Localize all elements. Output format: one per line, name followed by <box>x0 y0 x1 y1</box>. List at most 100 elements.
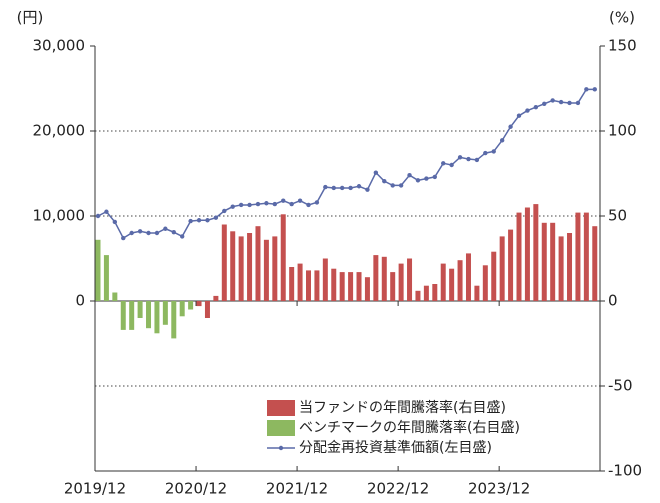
bar <box>306 270 311 301</box>
bar <box>390 272 396 301</box>
bar <box>230 231 236 301</box>
bar <box>541 222 547 301</box>
point <box>575 100 581 106</box>
point <box>264 201 269 206</box>
bar <box>238 236 244 301</box>
point <box>373 170 379 175</box>
bar <box>112 292 118 301</box>
bar <box>558 236 564 301</box>
bar <box>154 301 160 334</box>
point <box>95 213 101 219</box>
point <box>171 229 176 235</box>
point <box>129 230 134 236</box>
bar <box>171 301 177 339</box>
bar <box>407 258 413 301</box>
legend-label: 分配金再投資基準価額(左目盛) <box>299 439 492 456</box>
bar <box>567 233 573 301</box>
bar <box>289 267 295 301</box>
bar <box>482 265 488 301</box>
point <box>499 138 505 143</box>
legend-box <box>262 395 584 463</box>
legend-label: 当ファンドの年間騰落率(右目盛) <box>299 399 506 416</box>
point <box>339 185 345 191</box>
point <box>188 218 193 224</box>
point <box>457 155 463 160</box>
bar <box>348 272 354 301</box>
point <box>466 156 471 162</box>
bar <box>592 226 598 301</box>
bar <box>146 301 152 329</box>
point <box>382 178 387 184</box>
point <box>567 100 572 106</box>
bar <box>129 301 135 330</box>
x-tick-label: 2022/12 <box>367 480 429 498</box>
bar <box>432 284 438 301</box>
y-tick-label: 20,000 <box>33 122 86 140</box>
point <box>407 173 412 178</box>
bar <box>120 301 126 330</box>
point <box>441 161 446 166</box>
y-unit: (円) <box>17 9 44 27</box>
bar <box>356 272 362 301</box>
point <box>121 235 126 241</box>
point <box>289 201 294 207</box>
bar <box>516 212 522 301</box>
point <box>415 178 421 183</box>
bar <box>575 212 581 301</box>
bar <box>465 253 471 301</box>
x-tick-label: 2023/12 <box>468 480 530 498</box>
bar <box>280 214 286 301</box>
point <box>247 202 252 208</box>
point <box>272 201 278 207</box>
point <box>356 184 362 189</box>
bar <box>322 258 328 301</box>
y-tick-label: 0 <box>75 292 85 310</box>
point <box>592 87 597 92</box>
point <box>146 230 151 236</box>
bar <box>381 256 387 301</box>
bar <box>162 301 168 325</box>
point <box>112 219 118 225</box>
bar <box>331 268 337 301</box>
bar <box>449 268 455 301</box>
bar <box>196 301 202 307</box>
bar <box>188 301 194 310</box>
bar <box>508 229 514 301</box>
point <box>163 226 168 231</box>
bar <box>213 295 219 301</box>
y2-tick-label: 50 <box>608 207 627 225</box>
bar <box>398 263 404 301</box>
y-tick-label: 30,000 <box>33 37 86 55</box>
point <box>483 150 488 156</box>
bar <box>550 222 556 301</box>
point <box>508 124 513 129</box>
bar <box>423 285 429 301</box>
point <box>154 230 160 236</box>
point <box>281 198 286 203</box>
point <box>474 157 480 163</box>
point <box>365 187 370 192</box>
point <box>558 99 564 105</box>
point <box>213 215 219 220</box>
bar <box>533 204 539 301</box>
bar <box>491 251 497 301</box>
point <box>550 98 555 103</box>
y2-unit: (%) <box>609 9 635 27</box>
bar <box>221 224 227 301</box>
bar <box>339 272 345 301</box>
point <box>424 176 429 181</box>
point <box>331 185 336 191</box>
bar <box>255 226 261 301</box>
y2-tick-label: 100 <box>608 122 637 140</box>
bar <box>474 285 480 301</box>
point <box>525 108 530 113</box>
y2-tick-label: -100 <box>608 462 642 480</box>
bar <box>524 207 530 301</box>
point <box>306 202 311 208</box>
point <box>137 229 143 234</box>
x-tick-label: 2019/12 <box>64 480 126 498</box>
bar <box>415 290 421 301</box>
point <box>230 204 235 209</box>
legend-swatch <box>267 420 295 436</box>
